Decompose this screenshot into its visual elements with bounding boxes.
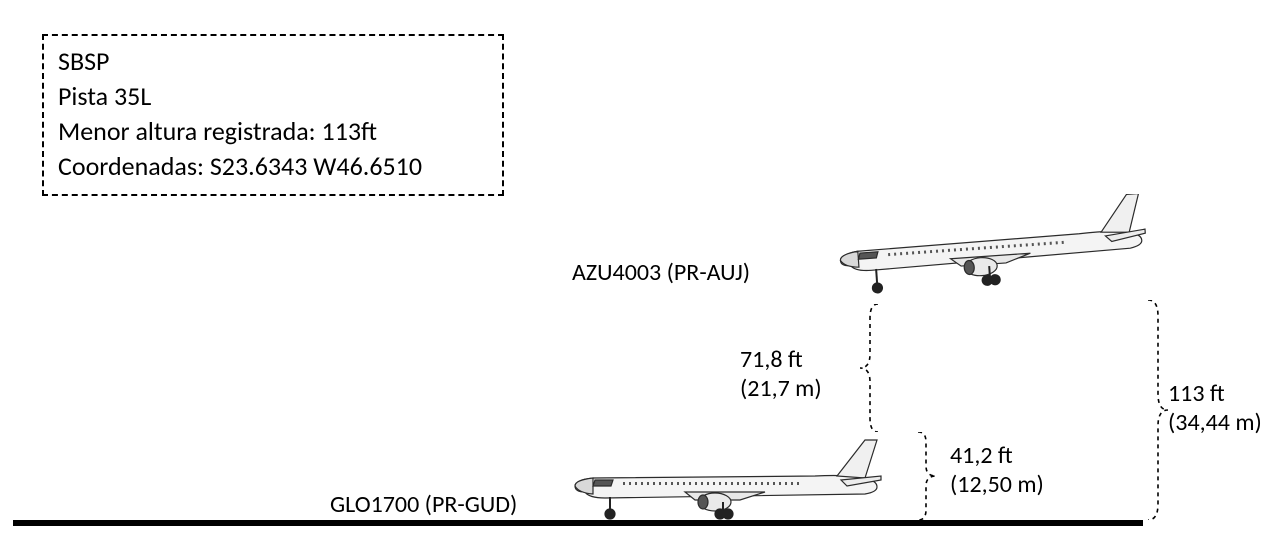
info-line-4: Coordenadas: S23.6343 W46.6510 bbox=[58, 149, 488, 184]
info-box: SBSP Pista 35L Menor altura registrada: … bbox=[42, 34, 504, 196]
measure-total: 113 ft (34,44 m) bbox=[1168, 380, 1262, 438]
brace-lower-height bbox=[910, 432, 938, 520]
aircraft-lower-label: GLO1700 (PR-GUD) bbox=[330, 490, 517, 519]
info-line-2: Pista 35L bbox=[58, 79, 488, 114]
measure-sep-gap-m: (21,7 m) bbox=[740, 375, 822, 404]
measure-lower-height-ft: 41,2 ft bbox=[950, 442, 1044, 471]
brace-sep-gap bbox=[858, 304, 886, 432]
measure-lower-height-m: (12,50 m) bbox=[950, 471, 1044, 500]
aircraft-upper-icon bbox=[830, 194, 1150, 304]
aircraft-upper-label: AZU4003 (PR-AUJ) bbox=[572, 258, 750, 287]
measure-sep-gap-ft: 71,8 ft bbox=[740, 346, 822, 375]
measure-sep-gap: 71,8 ft (21,7 m) bbox=[740, 346, 822, 404]
measure-total-ft: 113 ft bbox=[1168, 380, 1262, 409]
aircraft-lower-icon bbox=[565, 430, 885, 522]
measure-lower-height: 41,2 ft (12,50 m) bbox=[950, 442, 1044, 500]
info-line-1: SBSP bbox=[58, 44, 488, 79]
measure-total-m: (34,44 m) bbox=[1168, 409, 1262, 438]
info-line-3: Menor altura registrada: 113ft bbox=[58, 114, 488, 149]
brace-total bbox=[1142, 300, 1170, 520]
